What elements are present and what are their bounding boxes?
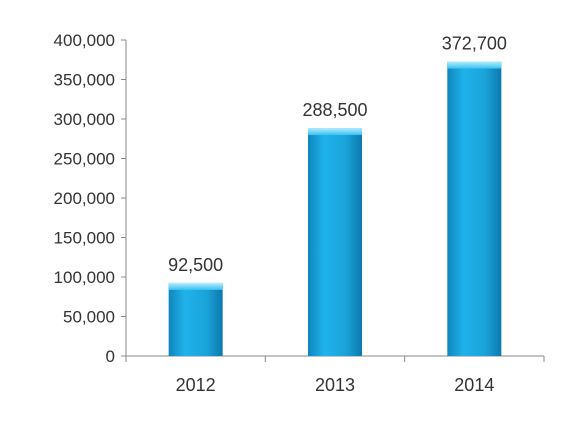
y-axis: 0 50,000 100,000 150,000 200,000 250,000 300,0… xyxy=(54,31,127,366)
y-tick-label: 200,000 xyxy=(54,189,115,208)
bars xyxy=(168,61,502,356)
y-tick-label: 50,000 xyxy=(63,308,115,327)
data-labels: 92,500 288,500 372,700 xyxy=(168,34,507,275)
data-label-2013: 288,500 xyxy=(302,100,367,120)
bar-top-2013 xyxy=(308,128,362,136)
x-axis: 2012 2013 2014 xyxy=(125,355,545,395)
data-label-2012: 92,500 xyxy=(168,255,223,275)
y-tick-label: 150,000 xyxy=(54,229,115,248)
x-tick-label-2012: 2012 xyxy=(176,375,216,395)
y-tick-label: 250,000 xyxy=(54,150,115,169)
x-tick-label-2013: 2013 xyxy=(315,375,355,395)
bar-top-2012 xyxy=(168,282,223,290)
bar-2014 xyxy=(447,61,502,356)
bar-2013 xyxy=(308,128,362,356)
x-tick-label-2014: 2014 xyxy=(454,375,494,395)
y-tick-label: 100,000 xyxy=(54,268,115,287)
y-tick-label: 300,000 xyxy=(54,110,115,129)
y-tick-label: 0 xyxy=(106,347,115,366)
data-label-2014: 372,700 xyxy=(442,34,507,54)
y-tick-label: 350,000 xyxy=(54,71,115,90)
bar-top-2014 xyxy=(447,61,502,69)
bar-2012 xyxy=(168,282,223,356)
y-tick-label: 400,000 xyxy=(54,31,115,50)
